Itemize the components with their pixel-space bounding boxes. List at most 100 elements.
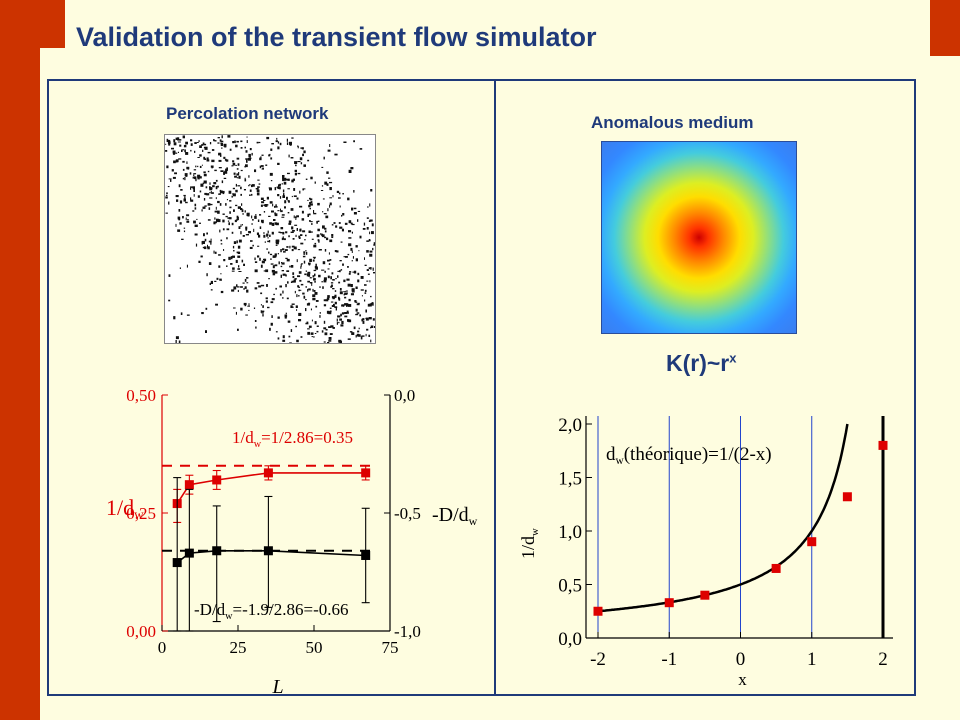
cluster-site (361, 335, 365, 337)
cluster-site (176, 199, 179, 202)
cluster-site (238, 172, 240, 174)
cluster-site (285, 284, 287, 288)
cluster-site (303, 260, 306, 264)
cluster-site (362, 228, 366, 230)
cluster-site (324, 236, 327, 239)
cluster-site (232, 187, 235, 190)
cluster-site (241, 209, 244, 213)
cluster-site (230, 263, 233, 265)
cluster-site (334, 301, 337, 305)
cluster-site (232, 141, 235, 144)
cluster-site (321, 269, 325, 271)
cluster-site (309, 198, 313, 201)
cluster-site (209, 192, 211, 194)
cluster-site (291, 179, 294, 183)
cluster-site (178, 184, 181, 188)
cluster-site (261, 168, 264, 170)
y-tick-label: 0,0 (558, 629, 582, 650)
cluster-site (369, 231, 371, 235)
cluster-site (351, 332, 355, 335)
cluster-site (291, 249, 294, 252)
simulation-point (700, 590, 710, 600)
cluster-site (347, 338, 351, 340)
cluster-site (214, 280, 217, 282)
cluster-site (357, 210, 361, 212)
cluster-site (245, 226, 248, 230)
cluster-site (233, 307, 236, 309)
red-data-point (263, 468, 273, 478)
cluster-site (171, 169, 174, 172)
cluster-site (364, 292, 367, 294)
cluster-site (246, 136, 248, 138)
cluster-site (222, 213, 225, 215)
cluster-site (213, 139, 215, 142)
cluster-site (308, 230, 311, 233)
cluster-site (307, 328, 310, 330)
cluster-site (325, 215, 329, 219)
cluster-site (296, 228, 298, 231)
cluster-site (206, 273, 208, 277)
cluster-site (321, 330, 324, 333)
cluster-site (221, 135, 223, 139)
cluster-site (300, 283, 304, 286)
cluster-site (348, 304, 352, 307)
cluster-site (165, 150, 168, 152)
cluster-site (368, 220, 371, 222)
cluster-site (257, 179, 260, 181)
cluster-site (348, 169, 352, 173)
cluster-site (300, 234, 303, 236)
cluster-site (273, 293, 275, 296)
cluster-site (166, 138, 169, 142)
cluster-site (199, 154, 202, 157)
cluster-site (217, 137, 220, 139)
cluster-site (215, 197, 217, 200)
cluster-site (219, 189, 222, 192)
cluster-site (296, 294, 298, 298)
cluster-site (324, 270, 326, 273)
cluster-site (168, 139, 171, 143)
cluster-site (197, 176, 200, 180)
cluster-site (368, 239, 371, 242)
cluster-site (193, 220, 196, 224)
cluster-site (186, 220, 190, 223)
cluster-site (313, 212, 317, 215)
red-data-point (184, 480, 194, 490)
cluster-site (205, 186, 208, 189)
cluster-site (284, 200, 287, 204)
x-tick-label: 25 (230, 638, 247, 657)
cluster-site (260, 310, 262, 313)
cluster-site (344, 303, 348, 306)
cluster-site (322, 225, 325, 229)
cluster-site (165, 212, 168, 214)
cluster-site (232, 193, 234, 195)
cluster-site (214, 169, 217, 172)
cluster-site (166, 165, 169, 169)
cluster-site (337, 315, 341, 318)
cluster-site (335, 225, 338, 228)
cluster-site (186, 264, 188, 268)
cluster-site (312, 288, 314, 292)
cluster-site (300, 162, 303, 165)
y-tick-label: 0,5 (558, 576, 582, 597)
cluster-site (309, 258, 312, 262)
cluster-site (335, 278, 337, 280)
cluster-site (165, 196, 168, 199)
cluster-site (370, 339, 372, 343)
cluster-site (203, 233, 205, 237)
cluster-site (254, 320, 257, 322)
cluster-site (248, 157, 251, 161)
cluster-site (220, 154, 222, 157)
cluster-site (231, 231, 234, 234)
cluster-site (290, 305, 293, 308)
cluster-site (334, 250, 337, 253)
cluster-site (322, 198, 325, 200)
cluster-site (185, 201, 188, 204)
cluster-site (282, 290, 284, 294)
cluster-site (366, 328, 369, 331)
cluster-site (331, 284, 333, 288)
cluster-site (237, 328, 239, 331)
cluster-site (346, 303, 349, 307)
cluster-site (235, 189, 238, 193)
cluster-site (345, 290, 348, 292)
cluster-site (168, 299, 171, 302)
